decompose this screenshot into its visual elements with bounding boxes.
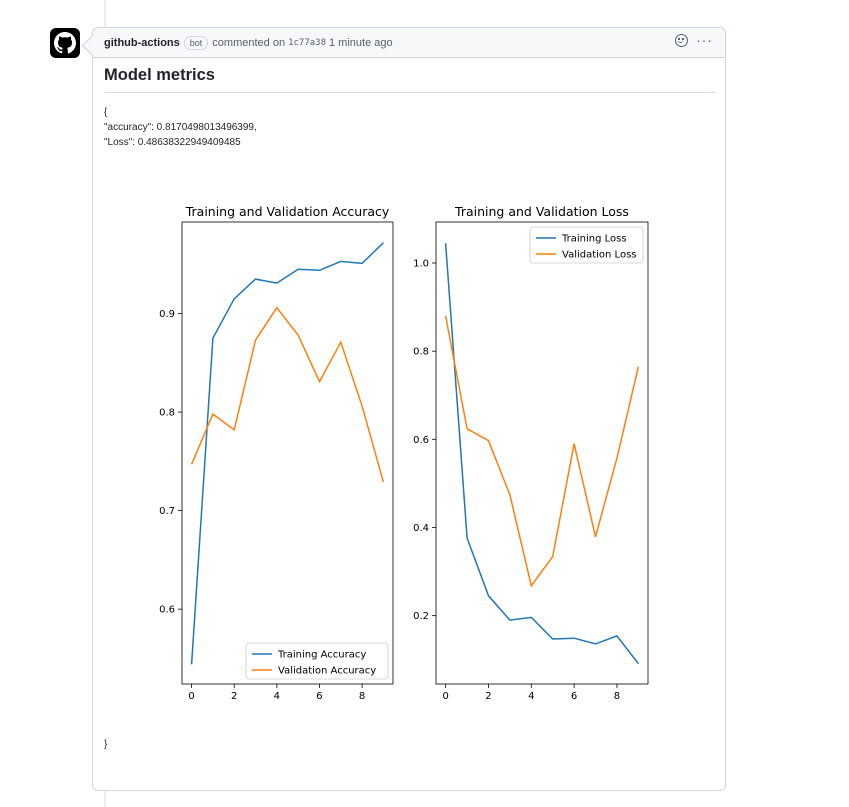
metrics-json: { "accuracy": 0.8170498013496399, "Loss"… [104, 105, 257, 150]
page-title: Model metrics [104, 66, 215, 84]
chart-1-ytick-label: 1.0 [413, 258, 429, 269]
chart-1-ytick-label: 0.2 [413, 611, 429, 622]
comment-box: github-actions bot commented on 1c77a38 … [81, 27, 726, 791]
chart-0-ytick-label: 0.6 [159, 605, 175, 616]
chart-1-title: Training and Validation Loss [454, 204, 629, 219]
chart-0-xtick-label: 2 [231, 691, 237, 702]
json-close: } [104, 739, 108, 750]
chart-0-xtick-label: 4 [274, 691, 280, 702]
chart-0-legend-label-0: Training Accuracy [277, 650, 366, 661]
chart-0-frame [181, 221, 394, 685]
chart-0-series-0-line [190, 242, 384, 665]
chart-0-ytick-label: 0.9 [159, 309, 175, 320]
json-open: { [104, 107, 108, 118]
github-mark-icon [54, 32, 76, 54]
chart-0-xtick-label: 6 [316, 691, 322, 702]
accuracy-line: "accuracy": 0.8170498013496399, [104, 122, 257, 133]
chart-1-xtick-label: 0 [442, 691, 448, 702]
commit-link[interactable]: 1c77a38 [288, 37, 326, 48]
chart-0-xtick-label: 0 [188, 691, 194, 702]
chart-1-series-1-line [444, 315, 640, 588]
chart-0-ytick-label: 0.8 [159, 408, 175, 419]
title-divider [104, 92, 716, 93]
comment-time[interactable]: 1 minute ago [329, 36, 393, 49]
kebab-icon[interactable]: ··· [696, 32, 713, 48]
chart-1-legend-label-0: Training Loss [561, 234, 627, 245]
comment-header: github-actions bot commented on 1c77a38 … [93, 28, 725, 58]
chart-1-series-0-line [444, 243, 639, 665]
chart-0-legend-box [245, 642, 389, 680]
metrics-charts: Training and Validation Accuracy 0 2 4 6 8 0.6… [133, 198, 693, 728]
comment-action: commented on [212, 36, 286, 49]
chart-1-xtick-label: 8 [614, 691, 620, 702]
chart-0-series-1-line [190, 306, 385, 483]
chart-1-legend-box [529, 226, 644, 264]
chart-1-ytick-label: 0.8 [413, 347, 429, 358]
author-link[interactable]: github-actions [104, 36, 180, 49]
chart-1-legend-label-1: Validation Loss [562, 250, 637, 261]
smiley-icon[interactable] [675, 34, 688, 47]
chart-0-title: Training and Validation Accuracy [185, 204, 390, 219]
bot-badge: bot [183, 35, 209, 50]
chart-0-ytick-label: 0.7 [159, 506, 175, 517]
chart-0-legend-label-1: Validation Accuracy [278, 666, 376, 677]
chart-1-xtick-label: 6 [571, 691, 577, 702]
chart-0-xtick-label: 8 [359, 691, 365, 702]
chart-1-frame [435, 221, 649, 685]
charts-svg: Training and Validation Accuracy 0 2 4 6 8 0.6… [159, 204, 649, 702]
loss-line: "Loss": 0.48638322949409485 [104, 137, 241, 148]
chart-1-ytick-label: 0.4 [413, 523, 429, 534]
chart-1-xtick-label: 4 [528, 691, 534, 702]
chart-1-ytick-label: 0.6 [413, 435, 429, 446]
chart-1-xtick-label: 2 [485, 691, 491, 702]
avatar[interactable] [50, 28, 80, 58]
